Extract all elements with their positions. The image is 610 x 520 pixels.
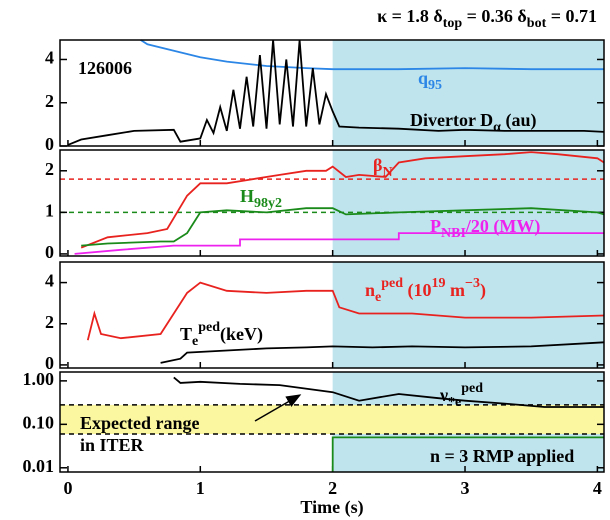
label-part: 19 xyxy=(432,276,446,291)
series-line xyxy=(67,39,605,146)
top-annotation: κ = 1.8 δtop = 0.36 δbot = 0.71 xyxy=(377,6,597,31)
series-label: PNBI/20 (MW) xyxy=(430,216,540,241)
y-tick-label: 0 xyxy=(45,353,54,373)
shaded-region xyxy=(332,150,604,256)
label-part: in ITER xyxy=(80,435,145,455)
label-part: = 0.36 δ xyxy=(462,6,527,26)
label-part: (au) xyxy=(501,110,537,131)
series-label: Teped(keV) xyxy=(180,320,263,349)
y-tick-label: 2 xyxy=(45,159,54,179)
series-line xyxy=(173,376,604,408)
y-tick-label: 4 xyxy=(45,271,54,291)
label-part: Expected range xyxy=(80,413,199,433)
arrow xyxy=(254,394,302,422)
plot-frame xyxy=(59,149,605,257)
y-tick-label: 1 xyxy=(45,200,54,220)
y-tick-label: 0 xyxy=(45,134,54,154)
label-part: = 0.71 xyxy=(546,6,597,26)
x-tick-label: 1 xyxy=(196,478,205,498)
y-tick-label: 0.01 xyxy=(23,456,55,476)
label-part: α xyxy=(493,120,501,135)
label-part: κ = 1.8 δ xyxy=(377,6,443,26)
series-label: H98y2 xyxy=(240,186,282,211)
label-part: /20 (MW) xyxy=(465,216,540,237)
y-tick-label: 2 xyxy=(45,312,54,332)
series-line xyxy=(81,207,605,247)
label-part: ν xyxy=(439,385,448,405)
label-part: −3 xyxy=(465,276,480,291)
label-part: top xyxy=(443,16,463,31)
label-part: 98y2 xyxy=(254,196,282,211)
label-part: ped xyxy=(198,320,220,335)
y-tick-label: 1.00 xyxy=(23,369,55,389)
label-part: P xyxy=(430,216,441,236)
series-line xyxy=(80,151,605,249)
label-part: (10 xyxy=(403,280,432,301)
label-part: (keV) xyxy=(220,324,263,345)
series-label: βN xyxy=(373,155,393,180)
x-tick-label: 2 xyxy=(328,478,337,498)
series-label: q95 xyxy=(418,68,442,93)
annotation: in ITER xyxy=(80,435,145,455)
label-part: q xyxy=(418,68,428,88)
label-part: ) xyxy=(480,280,486,301)
shaded-region xyxy=(332,262,604,368)
label-part: e xyxy=(192,334,198,349)
label-part: β xyxy=(373,155,382,175)
annotation: n = 3 RMP applied xyxy=(430,446,574,466)
plot-frame xyxy=(59,39,605,147)
y-tick-label: 2 xyxy=(45,91,54,111)
plot-frame xyxy=(59,261,605,369)
label-part: H xyxy=(240,186,254,206)
label-part: n xyxy=(365,280,375,300)
series-label: neped (1019 m−3) xyxy=(365,276,486,305)
label-part: T xyxy=(180,324,192,344)
label-part: ped xyxy=(381,276,403,291)
x-tick-label: 4 xyxy=(593,478,602,498)
x-axis-label: Time (s) xyxy=(300,497,363,518)
label-part: e xyxy=(375,290,381,305)
label-part: 95 xyxy=(428,78,442,93)
series-line xyxy=(331,436,604,472)
label-part: N xyxy=(382,165,392,180)
label-part: 126006 xyxy=(78,58,132,78)
label-part: n = 3 RMP applied xyxy=(430,446,574,466)
annotation: 126006 xyxy=(78,58,132,78)
label-part: *e xyxy=(448,395,461,410)
annotation: Expected range xyxy=(80,413,199,433)
x-tick-label: 3 xyxy=(461,478,470,498)
series-label: ν*eped xyxy=(439,381,483,410)
plot-frame xyxy=(59,371,605,473)
x-tick-label: 0 xyxy=(63,478,72,498)
series-label: Divertor Dα (au) xyxy=(410,110,536,135)
series-line xyxy=(86,281,605,341)
label-part: m xyxy=(446,280,466,300)
series-line xyxy=(160,341,605,364)
y-tick-label: 0 xyxy=(45,242,54,262)
y-tick-label: 0.10 xyxy=(23,412,55,432)
label-part: bot xyxy=(527,16,547,31)
label-part: ped xyxy=(461,381,483,396)
label-part: NBI xyxy=(441,226,466,241)
series-line xyxy=(74,232,604,255)
range-band xyxy=(60,404,604,434)
y-tick-label: 4 xyxy=(45,48,54,68)
label-part: Divertor D xyxy=(410,110,493,130)
